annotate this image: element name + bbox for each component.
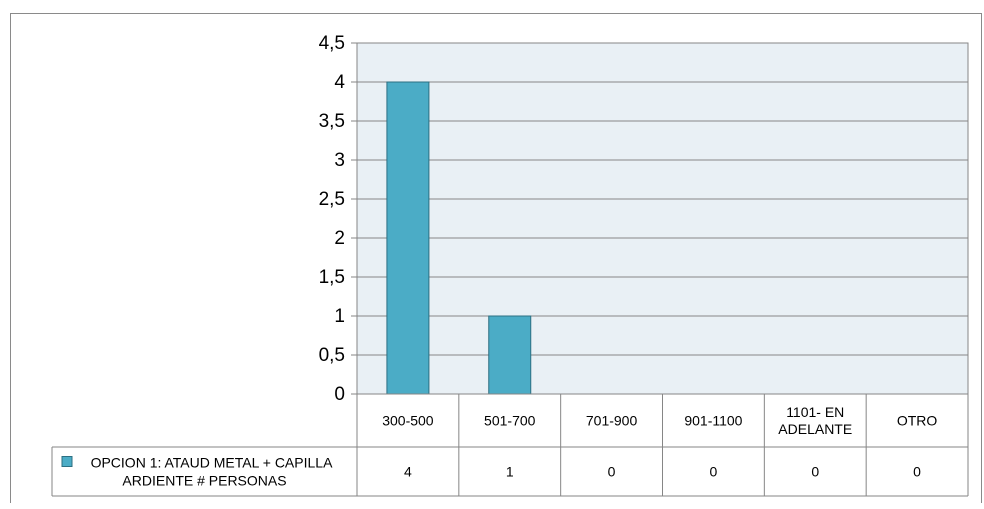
category-label: 701-900 — [586, 413, 638, 429]
bar — [488, 315, 532, 395]
y-tick-label: 4 — [334, 72, 345, 93]
data-label: 4 — [404, 464, 412, 480]
y-tick-label: 1,5 — [319, 267, 345, 288]
y-tick-label: 3,5 — [319, 111, 345, 132]
data-table: 300-500 501-700 701-900 901-1100 1101- EN ADE… — [51, 393, 969, 497]
data-label: 0 — [710, 464, 718, 480]
y-tick-label: 2,5 — [319, 189, 345, 210]
data-label: 1 — [506, 464, 514, 480]
y-tick-label: 4,5 — [319, 33, 345, 54]
y-axis: 0 0,5 1 1,5 2 2,5 3 3,5 4 4,5 — [319, 33, 358, 405]
y-tick-label: 1 — [334, 306, 345, 327]
data-label: 0 — [608, 464, 616, 480]
y-tick-label: 0,5 — [319, 345, 345, 366]
category-label: 901-1100 — [684, 413, 742, 429]
y-tick-label: 3 — [334, 150, 345, 171]
category-label: 501-700 — [484, 413, 536, 429]
y-tick-label: 0 — [334, 384, 345, 405]
bars — [386, 81, 532, 395]
category-label: OTRO — [897, 413, 938, 429]
category-label: 300-500 — [382, 413, 434, 429]
plot-area — [356, 42, 969, 395]
legend-key — [61, 456, 73, 467]
y-tick-label: 2 — [334, 228, 345, 249]
category-label: 1101- EN ADELANTE — [778, 404, 852, 437]
legend-label: OPCION 1: ATAUD METAL + CAPILLA ARDIENTE … — [91, 455, 333, 489]
data-label: 0 — [913, 464, 921, 480]
chart-frame — [10, 13, 982, 503]
data-label: 0 — [811, 464, 819, 480]
bar — [386, 81, 430, 395]
